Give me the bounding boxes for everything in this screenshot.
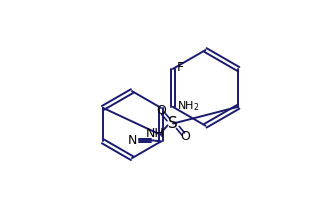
Text: F: F (177, 61, 184, 74)
Text: NH: NH (146, 127, 165, 140)
Text: NH$_2$: NH$_2$ (177, 99, 199, 113)
Text: O: O (180, 130, 190, 143)
Text: S: S (168, 116, 178, 131)
Text: O: O (156, 104, 166, 117)
Text: N: N (128, 134, 137, 147)
